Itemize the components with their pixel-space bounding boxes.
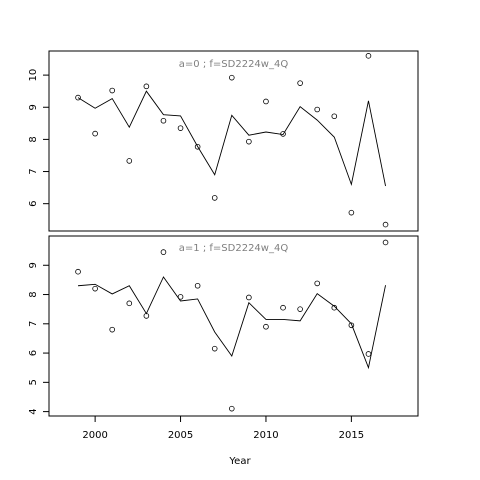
y-tick-label: 10 <box>28 69 39 82</box>
data-point <box>382 221 389 228</box>
top-panel: a=0 ; f=SD2224w_4Q 6 7 8 9 10 <box>28 50 419 232</box>
y-tick-label: 9 <box>28 262 39 268</box>
x-axis-label: Year <box>228 456 251 467</box>
data-point <box>109 87 116 94</box>
data-point <box>246 294 252 301</box>
data-point <box>177 125 184 131</box>
x-tick-label: 2005 <box>168 430 193 441</box>
data-point <box>263 98 269 105</box>
data-point <box>382 239 389 246</box>
data-point <box>314 106 321 113</box>
bottom-panel: a=1 ; f=SD2224w_4Q 4 5 6 7 8 9 2000 2005 2010 2015 <box>28 235 419 441</box>
fitted-line <box>77 90 386 187</box>
data-point <box>75 94 81 101</box>
plot-frame <box>48 235 419 417</box>
x-tick-label: 2010 <box>253 430 278 441</box>
data-point <box>211 195 218 201</box>
data-point <box>280 304 286 311</box>
y-tick-label: 9 <box>28 104 39 110</box>
x-tick-label: 2015 <box>339 430 364 441</box>
data-point <box>211 345 218 352</box>
y-axis: 6 7 8 9 10 <box>28 69 49 207</box>
data-point <box>228 74 235 81</box>
data-point <box>92 130 98 137</box>
y-tick-label: 5 <box>28 379 39 385</box>
data-point <box>126 158 133 164</box>
data-point <box>228 405 235 412</box>
data-point <box>109 326 116 333</box>
panel-title: a=0 ; f=SD2224w_4Q <box>179 59 289 70</box>
data-point <box>143 83 150 90</box>
x-axis: 2000 2005 2010 2015 <box>82 416 364 441</box>
panel-title: a=1 ; f=SD2224w_4Q <box>179 243 289 254</box>
y-tick-label: 6 <box>28 200 39 206</box>
data-point <box>348 209 355 216</box>
plot-frame <box>48 50 419 232</box>
data-point <box>365 53 372 59</box>
data-point <box>263 323 269 330</box>
data-point <box>194 143 201 150</box>
data-point <box>246 138 252 145</box>
data-point <box>331 304 338 311</box>
y-tick-label: 4 <box>28 408 39 414</box>
data-point <box>297 80 303 86</box>
y-tick-label: 6 <box>28 350 39 356</box>
y-tick-label: 8 <box>28 291 39 297</box>
y-tick-label: 8 <box>28 136 39 142</box>
y-axis: 4 5 6 7 8 9 <box>28 262 49 415</box>
data-point <box>194 282 201 289</box>
x-tick-label: 2000 <box>82 430 107 441</box>
data-point <box>331 113 338 120</box>
data-point <box>297 306 303 312</box>
data-point <box>92 285 98 292</box>
fitted-line <box>78 276 386 370</box>
data-point <box>75 268 81 275</box>
data-point <box>160 249 167 255</box>
y-tick-label: 7 <box>28 168 39 174</box>
data-point <box>314 280 321 287</box>
data-point <box>160 117 167 124</box>
y-tick-label: 7 <box>28 321 39 327</box>
data-point <box>126 300 133 307</box>
observed-points <box>75 239 389 412</box>
data-point <box>348 322 355 329</box>
